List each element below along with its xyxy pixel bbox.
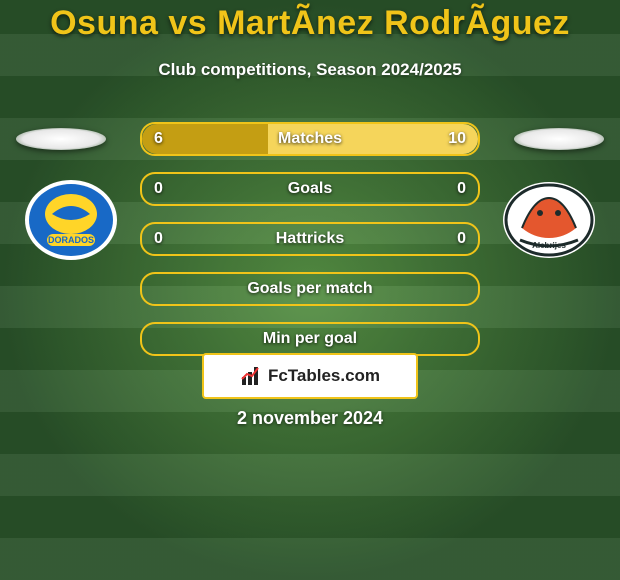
bar-chart-icon	[240, 365, 262, 387]
svg-text:DORADOS: DORADOS	[48, 235, 94, 245]
stat-bar-left-value: 6	[154, 124, 163, 154]
dorados-logo-icon: DORADOS	[22, 178, 120, 262]
club-badge-right: Alebrijes	[500, 178, 598, 262]
stat-bar-label: Matches	[278, 130, 342, 148]
player-right-silhouette	[514, 128, 604, 150]
stat-bar-label: Goals per match	[247, 280, 372, 298]
stat-bar: Matches 6 10	[140, 122, 480, 156]
stat-bar-right-value: 0	[457, 224, 466, 254]
branding-text: FcTables.com	[268, 366, 380, 386]
player-left-silhouette	[16, 128, 106, 150]
branding-box[interactable]: FcTables.com	[202, 353, 418, 399]
stat-bar-right-value: 10	[448, 124, 466, 154]
stat-bar-label: Goals	[288, 180, 332, 198]
stat-bar-left-value: 0	[154, 224, 163, 254]
stat-bar-left-value: 0	[154, 174, 163, 204]
stat-bar: Hattricks 0 0	[140, 222, 480, 256]
page-title: Osuna vs MartÃ­nez RodrÃ­guez	[0, 4, 620, 43]
alebrijes-logo-icon: Alebrijes	[500, 178, 598, 262]
stat-bar-label: Min per goal	[263, 330, 357, 348]
stat-bar: Min per goal	[140, 322, 480, 356]
page-subtitle: Club competitions, Season 2024/2025	[0, 60, 620, 80]
comparison-widget: Osuna vs MartÃ­nez RodrÃ­guez Club compe…	[0, 0, 620, 580]
stat-bars: Matches 6 10 Goals 0 0 Hattricks 0 0 Goals per ma…	[140, 122, 480, 372]
stat-bar: Goals per match	[140, 272, 480, 306]
club-badge-left: DORADOS	[22, 178, 120, 262]
footer-date: 2 november 2024	[0, 408, 620, 429]
stat-bar: Goals 0 0	[140, 172, 480, 206]
stat-bar-label: Hattricks	[276, 230, 344, 248]
stat-bar-right-value: 0	[457, 174, 466, 204]
svg-text:Alebrijes: Alebrijes	[532, 241, 566, 250]
